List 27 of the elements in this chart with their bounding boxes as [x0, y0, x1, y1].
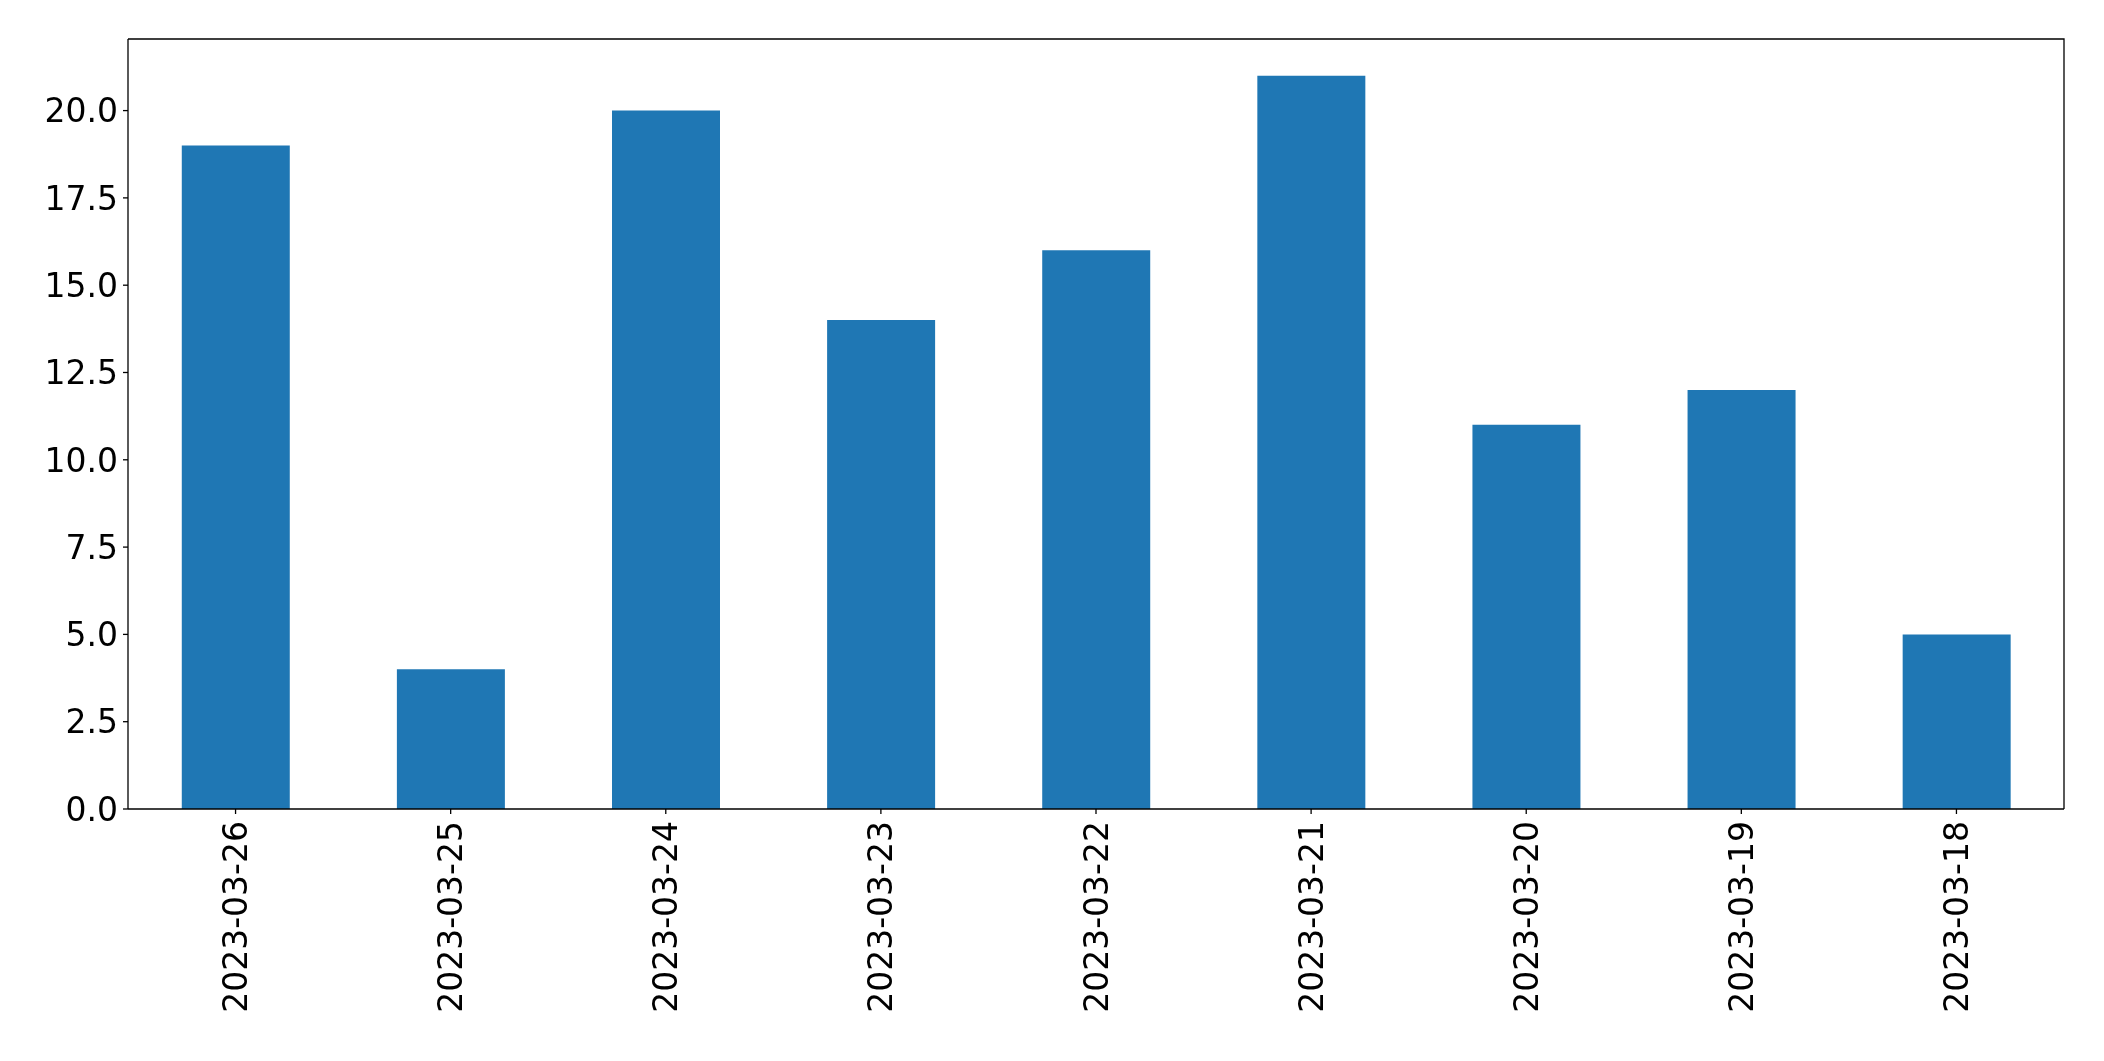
- bar: [612, 110, 720, 809]
- x-tick-label: 2023-03-19: [1721, 821, 1761, 1013]
- x-tick-label: 2023-03-23: [861, 821, 901, 1013]
- x-tick-label: 2023-03-21: [1291, 821, 1331, 1013]
- bar: [396, 669, 505, 809]
- y-tick-label: 7.5: [65, 527, 118, 567]
- bar: [181, 145, 290, 809]
- x-tick-label: 2023-03-24: [646, 821, 686, 1013]
- x-tick-label: 2023-03-18: [1936, 821, 1976, 1013]
- y-tick-label: 12.5: [44, 353, 118, 393]
- y-tick-label: 15.0: [44, 265, 118, 305]
- x-tick-label: 2023-03-25: [431, 821, 471, 1013]
- bar: [1042, 250, 1151, 809]
- bar: [1687, 389, 1796, 809]
- y-tick-label: 0.0: [65, 789, 118, 829]
- bar: [1472, 424, 1581, 809]
- y-tick-label: 17.5: [44, 178, 118, 218]
- bar: [827, 320, 936, 809]
- y-tick-label: 20.0: [44, 91, 118, 131]
- y-tick-label: 10.0: [44, 440, 118, 480]
- y-tick-label: 5.0: [65, 615, 118, 655]
- y-tick-label: 2.5: [65, 702, 118, 742]
- bar: [1902, 634, 2011, 809]
- x-tick-label: 2023-03-22: [1076, 821, 1116, 1013]
- bar: [1257, 75, 1366, 809]
- x-tick-label: 2023-03-26: [216, 821, 256, 1013]
- x-tick-label: 2023-03-20: [1506, 821, 1546, 1013]
